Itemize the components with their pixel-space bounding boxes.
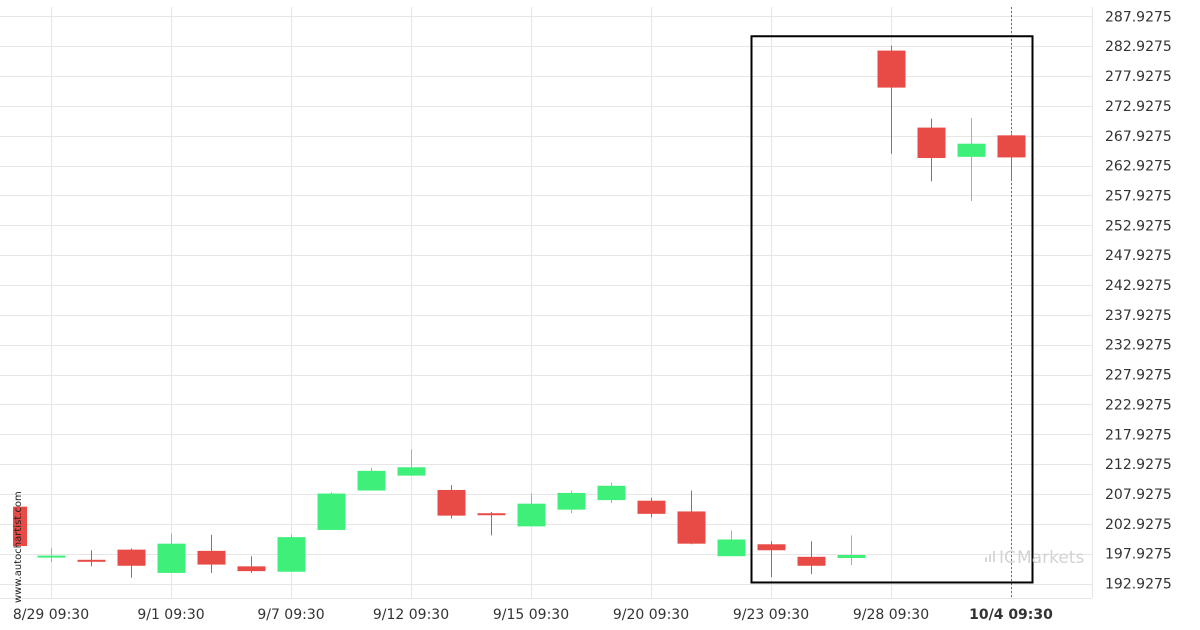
y-tick-label: 272.9275: [1105, 99, 1172, 115]
candle-body: [677, 511, 706, 544]
candle: [877, 45, 906, 154]
y-tick-label: 267.9275: [1105, 129, 1172, 145]
candle-body: [237, 566, 266, 572]
y-tick-label: 217.9275: [1105, 427, 1172, 443]
x-tick-label: 9/1 09:30: [137, 607, 204, 623]
y-tick-label: 242.9275: [1105, 278, 1172, 294]
candle-body: [357, 470, 386, 491]
candle: [277, 534, 306, 572]
x-tick-label: 9/20 09:30: [613, 607, 689, 623]
brand-bar-3: [993, 551, 995, 562]
y-tick-label: 227.9275: [1105, 368, 1172, 384]
x-tick-label: 8/29 09:30: [13, 607, 89, 623]
candle-body: [477, 513, 506, 516]
candle: [957, 118, 986, 202]
y-tick-label: 282.9275: [1105, 39, 1172, 55]
candle: [117, 548, 146, 578]
candle: [237, 556, 266, 573]
y-tick-label: 252.9275: [1105, 218, 1172, 234]
y-axis-labels: 287.9275 282.9275 277.9275 272.9275 267.9275…: [1105, 9, 1172, 592]
y-tick-label: 257.9275: [1105, 188, 1172, 204]
candle-body: [597, 485, 626, 501]
candle: [797, 541, 826, 575]
left-price-marker: [13, 506, 27, 547]
candle-body: [397, 467, 426, 476]
candle-body: [877, 50, 906, 88]
y-tick-label: 222.9275: [1105, 397, 1172, 413]
candle: [597, 482, 626, 504]
candle: [557, 490, 586, 514]
candle: [677, 490, 706, 545]
candle-body: [797, 556, 826, 566]
watermark-text: www.autochartist.com: [13, 491, 24, 603]
brand-prefix: IC: [999, 548, 1016, 568]
y-tick-label: 237.9275: [1105, 308, 1172, 324]
candle: [157, 533, 186, 573]
candle-body: [317, 493, 346, 530]
candle-body: [517, 503, 546, 527]
x-axis-labels: 8/29 09:30 9/1 09:30 9/7 09:30 9/12 09:30 9/…: [13, 607, 1053, 623]
candle: [77, 550, 106, 567]
x-tick-label: 10/4 09:30: [969, 607, 1053, 623]
candle-body: [837, 555, 866, 559]
x-tick-label: 9/7 09:30: [257, 607, 324, 623]
candle: [917, 118, 946, 182]
candle: [997, 133, 1026, 181]
candle: [197, 534, 226, 573]
candle-body: [117, 549, 146, 566]
candle: [477, 512, 506, 536]
y-tick-label: 232.9275: [1105, 338, 1172, 354]
candle: [637, 497, 666, 518]
candle: [757, 541, 786, 578]
pattern-box-rect: [750, 35, 1034, 584]
candle-body: [77, 559, 106, 562]
candle: [397, 449, 426, 476]
candle-body: [437, 489, 466, 516]
y-tick-label: 192.9275: [1105, 577, 1172, 593]
x-tick-label: 9/23 09:30: [733, 607, 809, 623]
candle: [317, 492, 346, 530]
pattern-box: [750, 35, 1034, 584]
x-tick-label: 9/15 09:30: [493, 607, 569, 623]
candle: [357, 467, 386, 491]
candle-body: [277, 537, 306, 572]
y-tick-label: 277.9275: [1105, 69, 1172, 85]
candle: [517, 493, 546, 527]
grid: [0, 7, 1093, 599]
candle: [437, 485, 466, 519]
y-tick-label: 247.9275: [1105, 248, 1172, 264]
y-tick-label: 262.9275: [1105, 159, 1172, 175]
candle: [837, 535, 866, 566]
y-tick-label: 202.9275: [1105, 517, 1172, 533]
brand-bar-1: [985, 557, 987, 562]
brand-logo: IC Markets: [985, 548, 1084, 568]
brand-name: Markets: [1017, 548, 1084, 568]
y-tick-label: 212.9275: [1105, 457, 1172, 473]
candle-body: [957, 143, 986, 157]
candle-body: [997, 135, 1026, 158]
x-tick-label: 9/12 09:30: [373, 607, 449, 623]
candle: [717, 530, 746, 557]
brand-bar-2: [989, 554, 991, 562]
candle-body: [637, 500, 666, 514]
candle-body: [197, 550, 226, 565]
candle: [37, 547, 66, 563]
candle-body: [37, 555, 66, 558]
candle-body: [917, 127, 946, 159]
x-tick-label: 9/28 09:30: [853, 607, 929, 623]
y-tick-label: 207.9275: [1105, 487, 1172, 503]
left-price-marker-rect: [13, 506, 27, 547]
candle-body: [557, 492, 586, 510]
y-tick-label: 287.9275: [1105, 9, 1172, 25]
candle-body: [757, 544, 786, 551]
candles: [37, 45, 1026, 578]
y-tick-label: 197.9275: [1105, 547, 1172, 563]
candle-body: [157, 543, 186, 573]
candle-body: [717, 539, 746, 557]
